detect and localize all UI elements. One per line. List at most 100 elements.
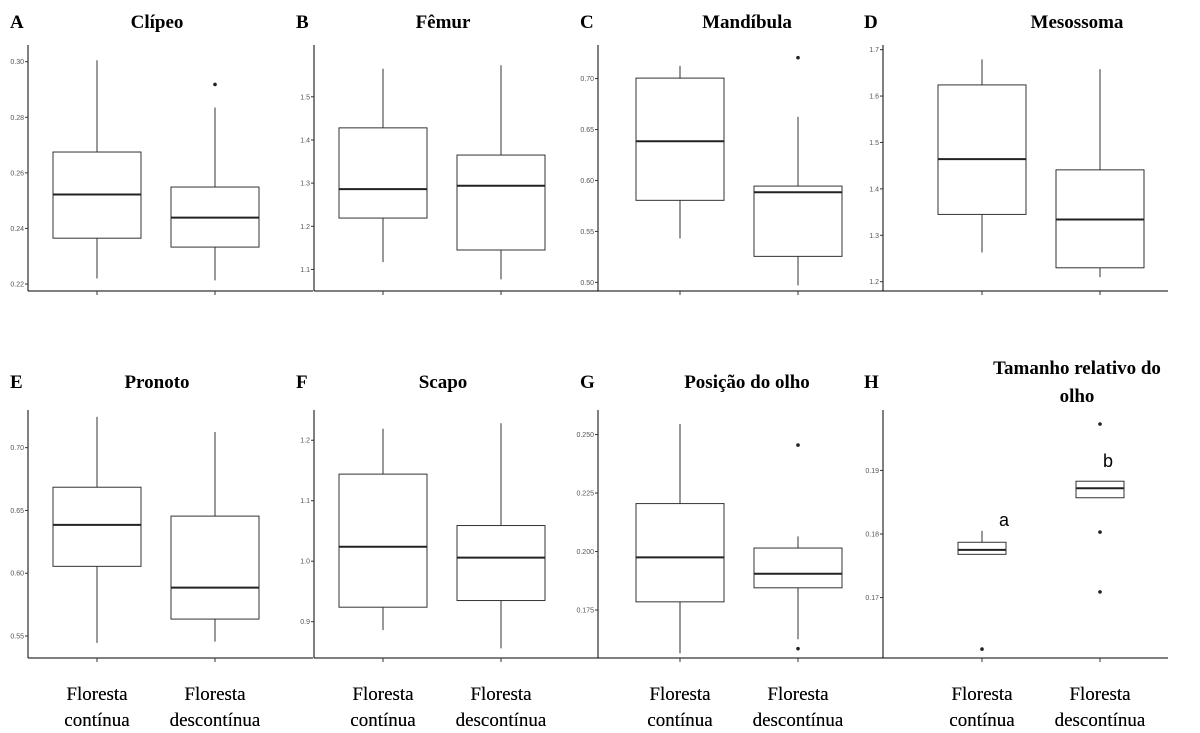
iqr-box xyxy=(456,525,546,602)
panel-title: Mesossoma xyxy=(1031,12,1124,33)
y-tick-label: 0.65 xyxy=(580,127,594,134)
iqr-box xyxy=(456,154,546,251)
category-label: Floresta contínua xyxy=(64,684,130,731)
y-tick-label: 0.70 xyxy=(580,76,594,83)
category-label: Floresta descontínua xyxy=(1055,684,1146,731)
box-floresta-descontinua xyxy=(170,82,260,281)
iqr-box xyxy=(937,84,1027,215)
iqr-box xyxy=(635,503,725,603)
y-tick-label: 0.28 xyxy=(10,115,24,122)
iqr-box xyxy=(338,473,428,608)
y-tick-label: 1.5 xyxy=(869,140,879,147)
outlier-point xyxy=(796,443,800,447)
iqr-box xyxy=(753,185,843,257)
panel-title: Tamanho relativo do olho xyxy=(993,358,1161,407)
panel-letter: B xyxy=(296,12,309,33)
category-label: Floresta contínua xyxy=(949,684,1015,731)
panel-letter: A xyxy=(10,12,24,33)
category-label: Floresta descontínua xyxy=(753,684,844,731)
box-floresta-continua xyxy=(635,424,725,654)
significance-letter: a xyxy=(999,510,1010,530)
y-tick-label: 1.7 xyxy=(869,47,879,54)
y-tick-label: 0.225 xyxy=(576,491,594,498)
y-tick-label: 0.65 xyxy=(10,508,24,515)
panel-e: E Pronoto 0.55 0.60 0.65 0.70 Floresta contínua… xyxy=(10,372,313,731)
category-label: Floresta descontínua xyxy=(170,684,261,731)
y-tick-label: 1.3 xyxy=(300,181,310,188)
box-floresta-descontinua xyxy=(456,423,546,649)
panel-f: F Scapo 0.9 1.0 1.1 1.2 Floresta contínua Flores… xyxy=(296,372,599,731)
panel-title: Clípeo xyxy=(131,12,184,33)
box-floresta-continua xyxy=(338,428,428,631)
box-floresta-descontinua xyxy=(456,65,546,280)
category-label: Floresta contínua xyxy=(949,684,1015,731)
outlier-point xyxy=(213,82,217,87)
y-tick-label: 0.19 xyxy=(865,468,879,475)
y-tick-label: 0.200 xyxy=(576,549,594,556)
panel-c: C Mandíbula 0.50 0.55 0.60 0.65 0.70 Floresta co… xyxy=(580,12,883,731)
panel-h: H Tamanho relativo do olho 0.17 0.18 0.19 a b Fl… xyxy=(864,358,1168,731)
y-tick-label: 0.50 xyxy=(580,280,594,287)
outlier-point xyxy=(796,646,800,651)
panel-letter: E xyxy=(10,372,23,393)
y-tick-label: 0.18 xyxy=(865,532,879,539)
box-floresta-descontinua xyxy=(1075,422,1125,594)
panel-title: Scapo xyxy=(419,372,468,393)
box-floresta-descontinua xyxy=(1055,69,1145,278)
category-label: Floresta contínua xyxy=(350,684,416,731)
y-tick-label: 0.24 xyxy=(10,226,24,233)
significance-letter: b xyxy=(1103,451,1113,471)
category-label: Floresta descontínua xyxy=(456,684,547,731)
category-label: Floresta contínua xyxy=(647,684,713,731)
outlier-point xyxy=(796,55,800,60)
box-floresta-descontinua xyxy=(170,431,260,642)
y-tick-label: 0.55 xyxy=(580,229,594,236)
category-label: Floresta contínua xyxy=(64,684,130,731)
iqr-box xyxy=(635,77,725,201)
y-tick-label: 1.2 xyxy=(869,279,879,286)
y-tick-label: 1.2 xyxy=(300,224,310,231)
y-tick-label: 0.250 xyxy=(576,432,594,439)
outlier-point xyxy=(1098,590,1102,594)
category-label: Floresta contínua xyxy=(350,684,416,731)
iqr-box xyxy=(170,515,260,620)
panel-letter: G xyxy=(580,372,595,393)
y-tick-label: 1.1 xyxy=(300,498,310,505)
y-tick-label: 0.70 xyxy=(10,445,24,452)
y-tick-label: 1.0 xyxy=(300,559,310,566)
panel-g: G Posição do olho 0.175 0.200 0.225 0.250 Flor… xyxy=(576,372,883,731)
iqr-box xyxy=(52,486,142,567)
panel-a: A Clípeo 0.22 0.24 0.26 0.28 0.30 Floresta contí… xyxy=(10,12,313,731)
panel-letter: C xyxy=(580,12,594,33)
y-tick-label: 0.60 xyxy=(580,178,594,185)
y-tick-label: 0.22 xyxy=(10,282,24,289)
y-tick-label: 1.4 xyxy=(300,137,310,144)
panel-title: Fêmur xyxy=(416,12,471,33)
panel-letter: D xyxy=(864,12,878,33)
y-tick-label: 1.5 xyxy=(300,94,310,101)
panel-d: D Mesossoma 1.2 1.3 1.4 1.5 1.6 1.7 Floresta cont… xyxy=(864,12,1168,731)
panel-title: Pronoto xyxy=(124,372,189,393)
y-tick-label: 1.1 xyxy=(300,267,310,274)
iqr-box xyxy=(957,541,1007,555)
y-tick-label: 1.4 xyxy=(869,186,879,193)
iqr-box xyxy=(1075,480,1125,499)
category-label: Floresta contínua xyxy=(647,684,713,731)
box-floresta-continua xyxy=(338,68,428,263)
box-floresta-continua xyxy=(52,60,142,279)
category-label: Floresta descontínua xyxy=(1055,684,1146,731)
box-floresta-descontinua xyxy=(753,55,843,286)
y-tick-label: 0.175 xyxy=(576,608,594,615)
category-label: Floresta descontínua xyxy=(456,684,547,731)
y-tick-label: 0.17 xyxy=(865,595,879,602)
y-tick-label: 0.26 xyxy=(10,170,24,177)
box-floresta-continua xyxy=(635,65,725,239)
y-tick-label: 0.9 xyxy=(300,619,310,626)
box-floresta-continua xyxy=(957,530,1007,651)
category-label: Floresta descontínua xyxy=(753,684,844,731)
outlier-point xyxy=(980,647,984,651)
y-tick-label: 0.55 xyxy=(10,634,24,641)
outlier-point xyxy=(1098,422,1102,426)
y-tick-label: 1.6 xyxy=(869,94,879,101)
